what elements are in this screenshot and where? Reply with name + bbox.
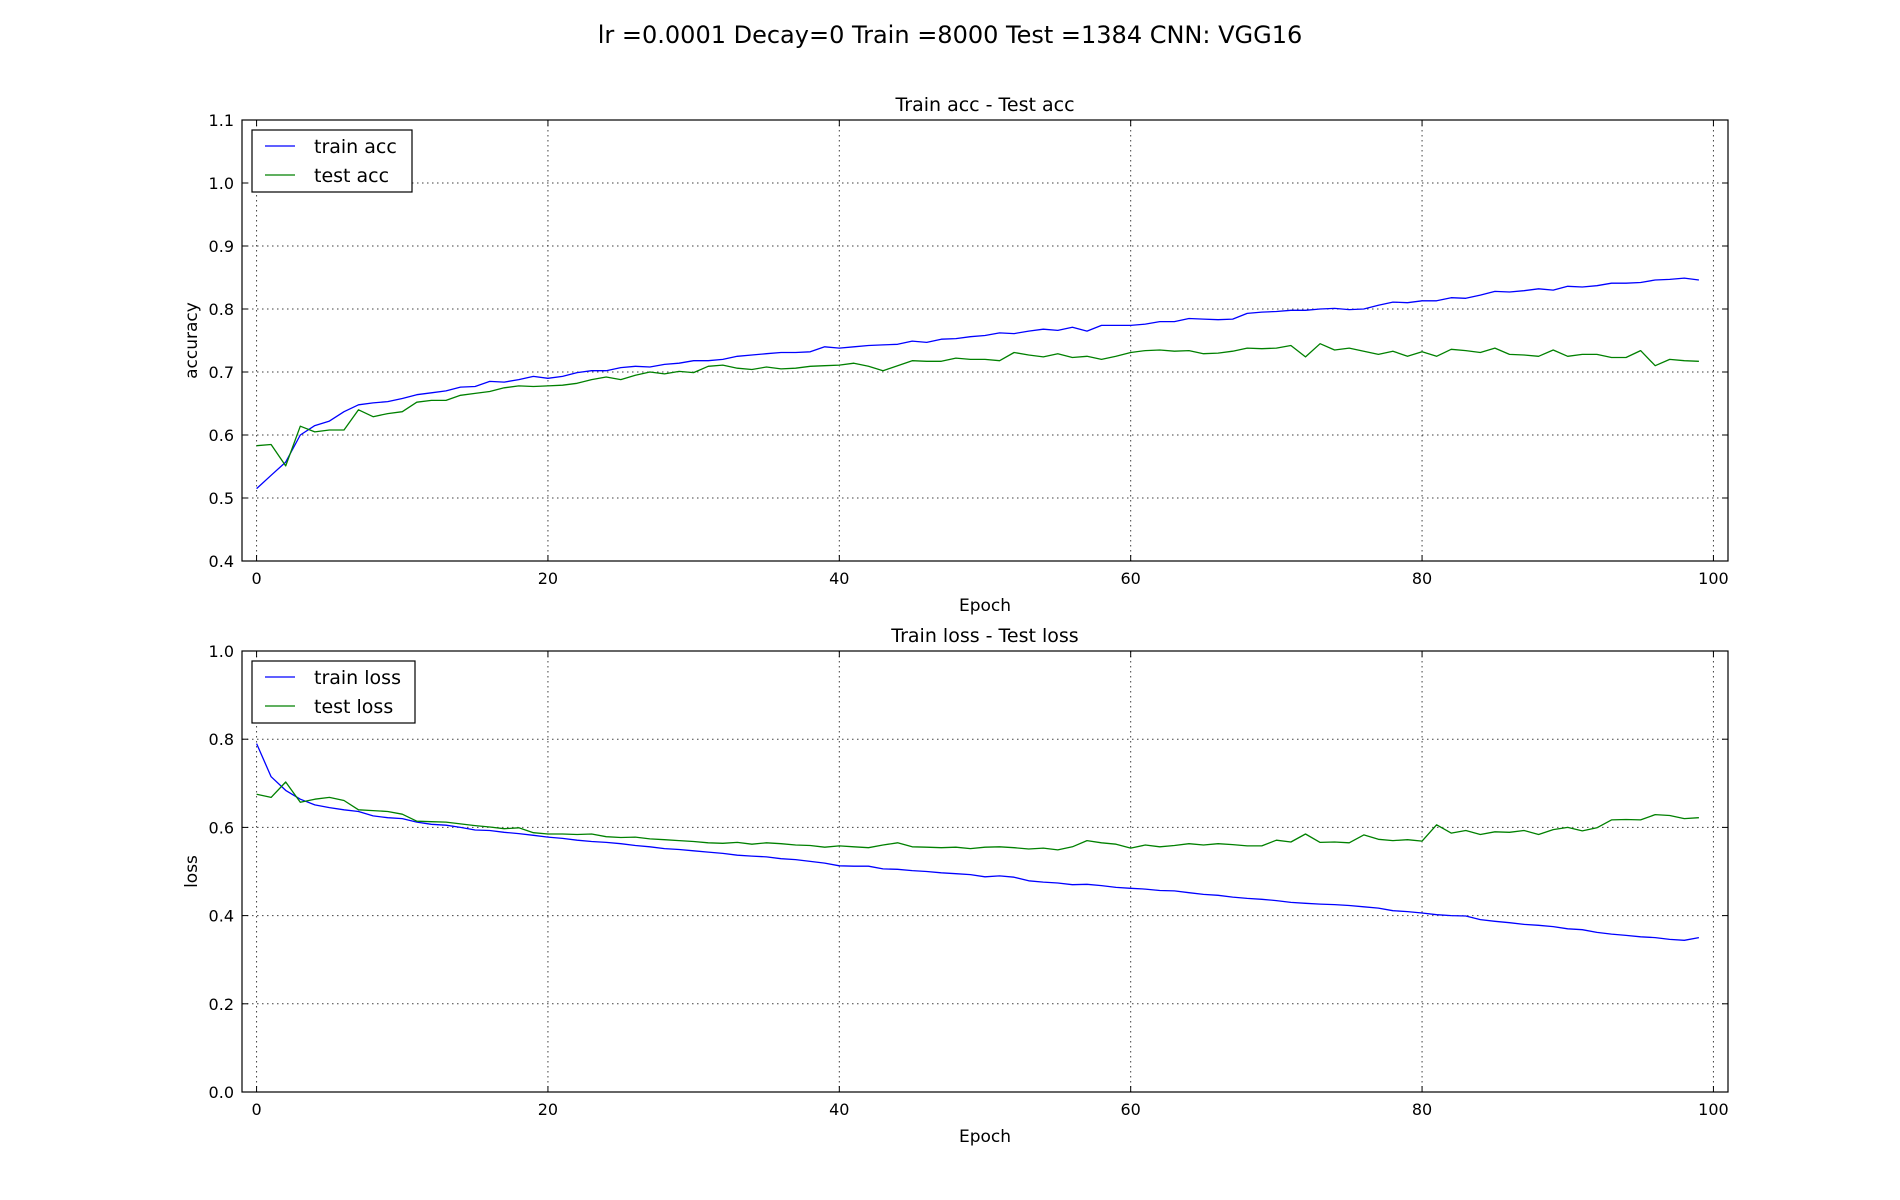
- acc-ylabel: accuracy: [182, 302, 202, 379]
- loss-plot: 0 20 40 60 80 100 0.0 0.2 0.4 0.6 0.8 1.0 Train loss…: [182, 625, 1729, 1147]
- acc-xtick-label: 40: [829, 569, 849, 588]
- loss-ytick-label: 0.8: [209, 730, 234, 749]
- loss-xtick-label: 40: [829, 1100, 849, 1119]
- acc-xtick-label: 80: [1412, 569, 1432, 588]
- loss-legend-box: [251, 660, 416, 724]
- loss-legend: train loss test loss: [251, 660, 416, 724]
- loss-ytick-label: 0.0: [209, 1083, 234, 1102]
- acc-ytick-label: 0.9: [209, 237, 234, 256]
- acc-xtick-label: 100: [1698, 569, 1729, 588]
- loss-series-train-loss: [256, 743, 1700, 941]
- acc-ytick-label: 0.5: [209, 489, 234, 508]
- acc-ytick-label: 0.7: [209, 363, 234, 382]
- loss-xtick-label: 20: [538, 1100, 558, 1119]
- acc-xlabel: Epoch: [959, 596, 1011, 616]
- acc-series-train-acc: [256, 277, 1699, 490]
- loss-ytick-label: 0.4: [209, 907, 234, 926]
- acc-ytick-label: 0.6: [209, 426, 234, 445]
- loss-ytick-label: 0.2: [209, 995, 234, 1014]
- acc-xtick-label: 20: [538, 569, 558, 588]
- loss-ytick-label: 1.0: [209, 642, 234, 661]
- loss-title: Train loss - Test loss: [890, 625, 1078, 647]
- acc-xtick-label: 60: [1121, 569, 1141, 588]
- loss-legend-label: train loss: [314, 667, 401, 689]
- acc-legend-box: [251, 129, 413, 193]
- acc-title: Train acc - Test acc: [894, 94, 1074, 116]
- loss-xtick-label: 0: [251, 1100, 261, 1119]
- figure-title: lr =0.0001 Decay=0 Train =8000 Test =138…: [598, 21, 1303, 49]
- loss-ytick-label: 0.6: [209, 818, 234, 837]
- loss-xtick-label: 80: [1412, 1100, 1432, 1119]
- acc-series-test-acc: [256, 343, 1699, 467]
- acc-ytick-label: 1.1: [209, 111, 234, 130]
- acc-legend: train acc test acc: [251, 129, 413, 193]
- loss-xtick-label: 60: [1121, 1100, 1141, 1119]
- loss-ylabel: loss: [182, 855, 202, 888]
- acc-ytick-label: 0.4: [209, 552, 234, 571]
- loss-xlabel: Epoch: [959, 1127, 1011, 1147]
- acc-plot: 0 20 40 60 80 100 0.4 0.5 0.6 0.7 0.8 0.9 1.0 1.1 Trai…: [182, 94, 1729, 616]
- acc-ytick-label: 0.8: [209, 300, 234, 319]
- acc-xtick-label: 0: [251, 569, 261, 588]
- loss-legend-label: test loss: [314, 696, 393, 718]
- loss-axes-frame: [241, 650, 1729, 1093]
- acc-axes-frame: [241, 119, 1729, 562]
- acc-legend-label: train acc: [314, 136, 397, 158]
- acc-legend-label: test acc: [314, 165, 389, 187]
- loss-xtick-label: 100: [1698, 1100, 1729, 1119]
- acc-ytick-label: 1.0: [209, 174, 234, 193]
- loss-series-test-loss: [256, 781, 1699, 851]
